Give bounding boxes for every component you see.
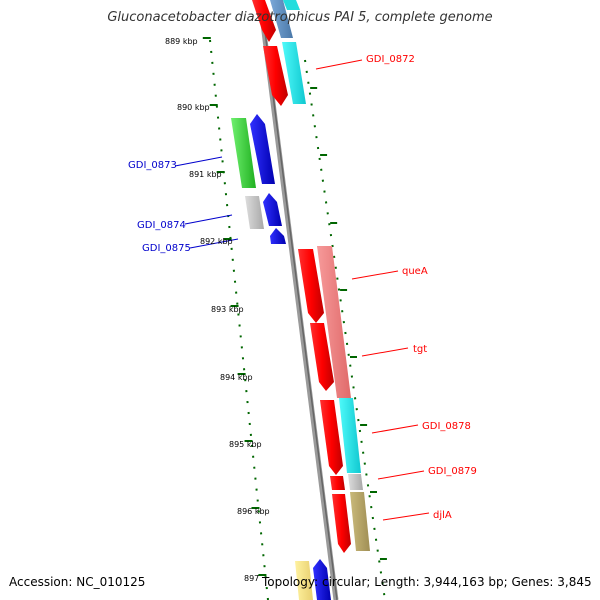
gene-block-top-steel[interactable]	[270, 0, 293, 38]
gene-arrow-gdi0872-red[interactable]	[263, 46, 288, 106]
ruler-label-895: 895 kbp	[229, 440, 262, 449]
ruler-label-890: 890 kbp	[177, 103, 210, 112]
gene-block-gdi0878-cyan[interactable]	[339, 398, 361, 473]
ruler-label-889: 889 kbp	[165, 37, 198, 46]
gene-arrow-gdi0874[interactable]	[263, 193, 282, 226]
gene-arrow-gdi0873[interactable]	[250, 114, 275, 184]
gene-labels: GDI_0872 GDI_0873 GDI_0874 GDI_0875 queA…	[128, 54, 477, 521]
gene-label-gdi0879[interactable]: GDI_0879	[428, 466, 477, 477]
ruler-label-896: 896 kbp	[237, 507, 270, 516]
gene-label-gdi0872[interactable]: GDI_0872	[366, 54, 415, 65]
topology-label: Topology: circular; Length: 3,944,163 bp…	[262, 575, 592, 589]
leader-quea	[351, 270, 399, 280]
genome-backbone-edge	[260, 0, 338, 600]
gene-block-gdi0879-gray[interactable]	[348, 474, 363, 490]
leader-tgt	[361, 347, 409, 357]
gene-block-djla-khaki[interactable]	[350, 492, 370, 551]
gene-arrow-gdi0878[interactable]	[320, 400, 343, 475]
gene-block-gdi0879-red[interactable]	[330, 476, 345, 490]
gene-label-quea[interactable]: queA	[402, 266, 428, 277]
ruler-label-892: 892 kbp	[200, 237, 233, 246]
leader-gdi0873	[174, 156, 223, 167]
ruler-label-891: 891 kbp	[189, 170, 222, 179]
leader-gdi0879	[377, 470, 425, 480]
gene-arrow-gdi0875[interactable]	[270, 228, 286, 244]
gene-block-gdi0873-green[interactable]	[231, 118, 256, 188]
gene-arrow-tgt[interactable]	[310, 323, 334, 391]
gene-label-tgt[interactable]: tgt	[413, 344, 427, 355]
leader-gdi0872	[315, 59, 363, 70]
ruler-label-897: 897	[244, 574, 259, 583]
gene-block-top-cyan[interactable]	[283, 0, 300, 10]
gene-arrow-bottom-blue[interactable]	[313, 559, 331, 600]
leader-gdi0875	[189, 238, 239, 249]
leader-djla	[382, 512, 430, 521]
gene-block-gdi0874-gray[interactable]	[245, 196, 264, 229]
ruler-label-894: 894 kbp	[220, 373, 253, 382]
gene-label-gdi0874[interactable]: GDI_0874	[137, 220, 186, 231]
accession-label: Accession: NC_010125	[9, 575, 146, 589]
ruler-label-893: 893 kbp	[211, 305, 244, 314]
gene-label-djla[interactable]: djlA	[433, 510, 452, 521]
gene-arrow-top-left[interactable]	[252, 0, 276, 42]
map-title: Gluconacetobacter diazotrophicus PAI 5, …	[107, 10, 493, 25]
leader-gdi0878	[371, 424, 419, 434]
gene-label-gdi0873[interactable]: GDI_0873	[128, 160, 177, 171]
genome-backbone	[257, 0, 339, 600]
gene-block-quea-pink[interactable]	[317, 246, 351, 398]
gene-block-gdi0872-cyan[interactable]	[282, 42, 306, 104]
gene-arrow-djla[interactable]	[332, 494, 351, 553]
gene-label-gdi0878[interactable]: GDI_0878	[422, 421, 471, 432]
leader-gdi0874	[184, 214, 233, 225]
gene-label-gdi0875[interactable]: GDI_0875	[142, 243, 191, 254]
gene-features	[231, 0, 370, 600]
gene-arrow-quea[interactable]	[298, 249, 324, 323]
kbp-ruler	[202, 37, 387, 576]
gene-block-bottom-yellow[interactable]	[295, 561, 313, 600]
kbp-ruler-labels: 889 kbp 890 kbp 891 kbp 892 kbp 893 kbp …	[165, 37, 270, 583]
